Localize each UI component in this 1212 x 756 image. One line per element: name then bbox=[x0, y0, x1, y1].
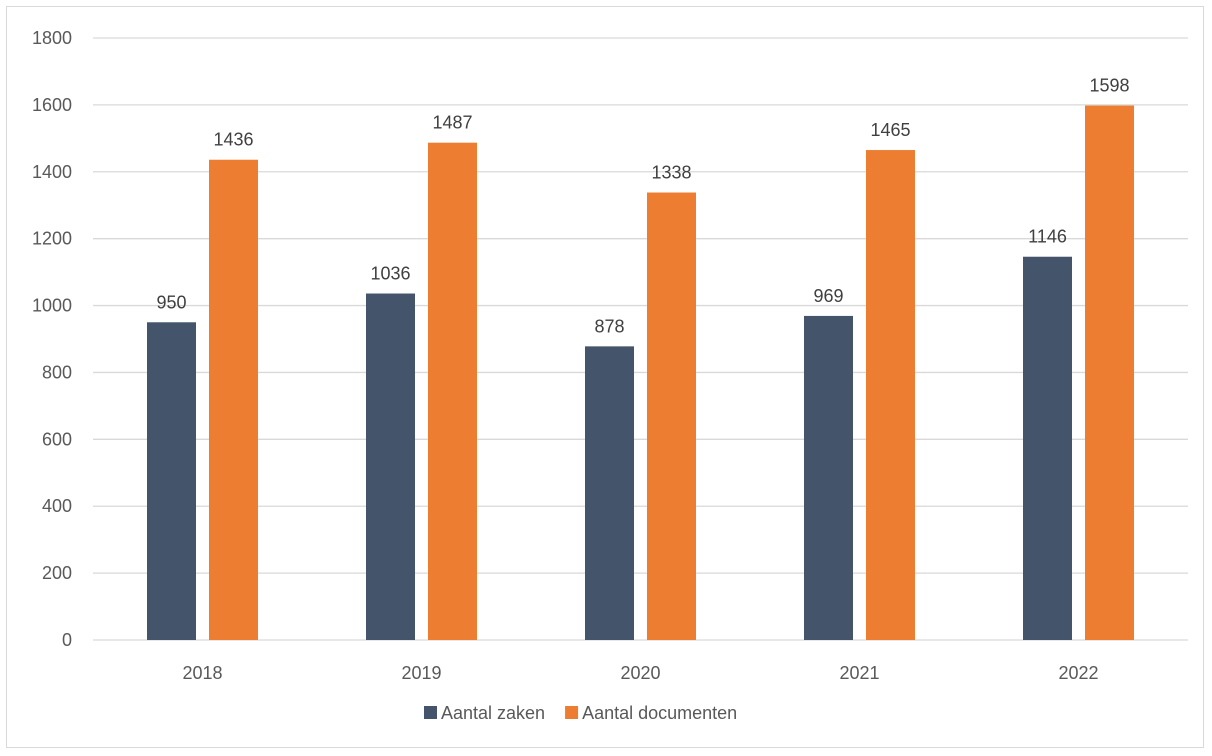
data-label: 1465 bbox=[870, 120, 910, 140]
data-label: 1338 bbox=[651, 163, 691, 183]
data-label: 1036 bbox=[370, 264, 410, 284]
x-tick-label: 2018 bbox=[182, 663, 222, 683]
y-tick-label: 200 bbox=[42, 563, 72, 583]
data-label: 1146 bbox=[1028, 227, 1067, 247]
y-axis-ticks: 0 200 400 600 800 1000 1200 1400 1600 1800 bbox=[32, 28, 72, 650]
y-tick-label: 800 bbox=[42, 362, 72, 382]
data-label: 1598 bbox=[1089, 76, 1129, 96]
bar-documenten-2019 bbox=[428, 142, 477, 641]
x-axis-ticks: 2018 2019 2020 2021 2022 bbox=[182, 663, 1098, 683]
y-tick-label: 1800 bbox=[32, 28, 72, 48]
bar-documenten-2018 bbox=[209, 159, 258, 640]
bar-zaken-2021 bbox=[804, 315, 853, 640]
y-tick-label: 1200 bbox=[32, 229, 72, 249]
x-tick-label: 2021 bbox=[839, 663, 879, 683]
y-tick-label: 1600 bbox=[32, 95, 72, 115]
y-tick-label: 600 bbox=[42, 429, 72, 449]
x-tick-label: 2019 bbox=[401, 663, 441, 683]
legend-label: Aantal zaken bbox=[441, 703, 545, 723]
bar-documenten-2022 bbox=[1085, 105, 1134, 640]
legend: Aantal zaken Aantal documenten bbox=[424, 703, 737, 723]
y-tick-label: 0 bbox=[62, 630, 72, 650]
bars bbox=[147, 105, 1134, 641]
data-labels: 950 1436 1036 1487 878 1338 969 1465 1146 1598 bbox=[156, 76, 1129, 337]
y-tick-label: 1400 bbox=[32, 162, 72, 182]
data-label: 950 bbox=[156, 292, 186, 312]
y-tick-label: 1000 bbox=[32, 296, 72, 316]
data-label: 969 bbox=[813, 286, 843, 306]
gridlines bbox=[93, 37, 1188, 641]
legend-swatch-zaken bbox=[424, 706, 437, 719]
data-label: 878 bbox=[594, 316, 624, 336]
bar-documenten-2021 bbox=[866, 150, 915, 641]
x-tick-label: 2022 bbox=[1058, 663, 1098, 683]
data-label: 1487 bbox=[432, 113, 472, 133]
legend-swatch-documenten bbox=[565, 706, 579, 719]
legend-label: Aantal documenten bbox=[582, 703, 737, 723]
bar-zaken-2019 bbox=[366, 293, 415, 640]
bar-documenten-2020 bbox=[647, 192, 696, 640]
bar-zaken-2022 bbox=[1023, 256, 1072, 640]
data-label: 1436 bbox=[213, 130, 253, 150]
bar-zaken-2018 bbox=[147, 322, 196, 640]
x-tick-label: 2020 bbox=[620, 663, 660, 683]
bar-zaken-2020 bbox=[585, 346, 634, 640]
y-tick-label: 400 bbox=[42, 496, 72, 516]
